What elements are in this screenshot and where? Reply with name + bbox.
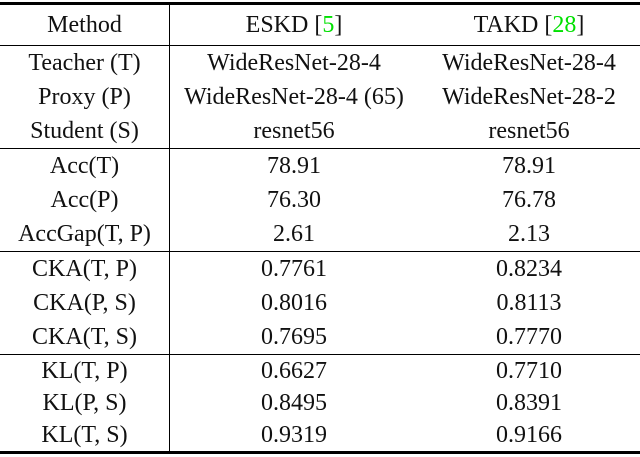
row-label: Student (S) [0, 114, 170, 148]
header-eskd: ESKD [5] [170, 5, 418, 45]
table-row: AccGap(T, P) 2.61 2.13 [0, 217, 640, 251]
method-name-takd: TAKD [ [473, 12, 553, 38]
eskd-value: 0.8495 [261, 390, 327, 416]
table-header: Method ESKD [5] TAKD [28] [0, 5, 640, 45]
table-row: Teacher (T) WideResNet-28-4 WideResNet-2… [0, 46, 640, 80]
section-kl: KL(T, P) 0.6627 0.7710 KL(P, S) 0.8495 0… [0, 354, 640, 451]
takd-value: 78.91 [502, 153, 556, 179]
eskd-value: WideResNet-28-4 [207, 50, 381, 76]
row-label: Acc(T) [0, 149, 170, 183]
takd-value: 76.78 [502, 187, 556, 213]
eskd-value: 0.6627 [261, 358, 327, 384]
eskd-value: 78.91 [267, 153, 321, 179]
eskd-value: WideResNet-28-4 (65) [184, 84, 404, 110]
table-row: CKA(T, P) 0.7761 0.8234 [0, 252, 640, 286]
takd-value: 0.7710 [496, 358, 562, 384]
row-label: KL(T, P) [0, 355, 170, 387]
eskd-value: 2.61 [273, 221, 315, 247]
eskd-value: 0.7761 [261, 256, 327, 282]
row-label: Acc(P) [0, 183, 170, 217]
header-row: Method ESKD [5] TAKD [28] [0, 5, 640, 45]
takd-value: 0.7770 [496, 324, 562, 350]
table-row: KL(T, S) 0.9319 0.9166 [0, 419, 640, 451]
eskd-value: 0.7695 [261, 324, 327, 350]
eskd-value: 0.9319 [261, 422, 327, 448]
table-row: KL(P, S) 0.8495 0.8391 [0, 387, 640, 419]
takd-value: 0.8113 [496, 290, 562, 316]
row-label: Teacher (T) [0, 46, 170, 80]
eskd-value: 0.8016 [261, 290, 327, 316]
header-takd: TAKD [28] [418, 5, 640, 45]
takd-value: 0.9166 [496, 422, 562, 448]
section-cka: CKA(T, P) 0.7761 0.8234 CKA(P, S) 0.8016… [0, 251, 640, 354]
section-accuracy: Acc(T) 78.91 78.91 Acc(P) 76.30 76.78 Ac… [0, 148, 640, 251]
row-label: CKA(T, P) [0, 252, 170, 286]
eskd-value: resnet56 [253, 118, 335, 144]
table-row: CKA(T, S) 0.7695 0.7770 [0, 320, 640, 354]
takd-value: WideResNet-28-2 [442, 84, 616, 110]
bracket-close: ] [576, 12, 585, 38]
takd-value: 2.13 [508, 221, 550, 247]
bracket-close: ] [334, 12, 343, 38]
takd-value: 0.8234 [496, 256, 562, 282]
table-row: Acc(P) 76.30 76.78 [0, 183, 640, 217]
takd-value: 0.8391 [496, 390, 562, 416]
table-row: CKA(P, S) 0.8016 0.8113 [0, 286, 640, 320]
citation-link-eskd[interactable]: 5 [322, 12, 335, 38]
section-models: Teacher (T) WideResNet-28-4 WideResNet-2… [0, 45, 640, 148]
takd-value: WideResNet-28-4 [442, 50, 616, 76]
method-name-eskd: ESKD [ [245, 12, 323, 38]
header-method-label: Method [0, 5, 170, 45]
row-label: KL(P, S) [0, 387, 170, 419]
table-row: Proxy (P) WideResNet-28-4 (65) WideResNe… [0, 80, 640, 114]
row-label: KL(T, S) [0, 419, 170, 451]
row-label: CKA(T, S) [0, 320, 170, 354]
table-row: Acc(T) 78.91 78.91 [0, 149, 640, 183]
row-label: AccGap(T, P) [0, 217, 170, 251]
row-label: CKA(P, S) [0, 286, 170, 320]
table-row: KL(T, P) 0.6627 0.7710 [0, 355, 640, 387]
eskd-value: 76.30 [267, 187, 321, 213]
takd-value: resnet56 [488, 118, 570, 144]
table-row: Student (S) resnet56 resnet56 [0, 114, 640, 148]
citation-link-takd[interactable]: 28 [552, 12, 577, 38]
row-label: Proxy (P) [0, 80, 170, 114]
